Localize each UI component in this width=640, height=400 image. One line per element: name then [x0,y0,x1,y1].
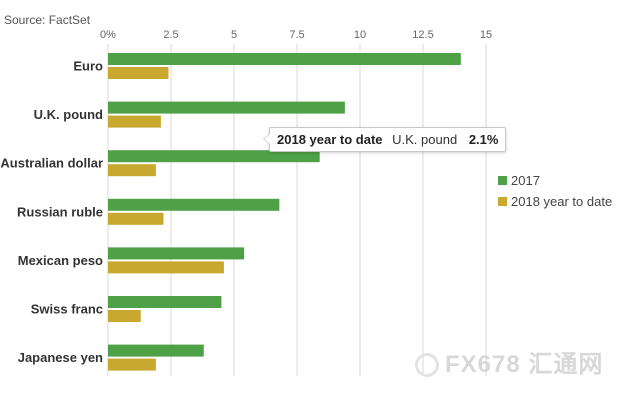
bar-2018-ytd[interactable] [108,261,224,274]
x-tick-label: 10 [354,29,366,41]
bar-2018-ytd[interactable] [108,67,169,79]
tooltip-value: 2.1% [468,132,499,147]
x-tick-label: 12.5 [412,29,433,41]
category-label: Mexican peso [18,253,103,268]
legend-swatch [498,197,507,206]
data-tooltip: 2018 year to date U.K. pound 2.1% [262,127,507,152]
legend-label: 2018 year to date [511,194,612,209]
bar-2018-ytd[interactable] [108,358,156,371]
bar-2017[interactable] [108,150,320,163]
watermark-logo-icon [415,353,439,377]
bar-2017[interactable] [108,53,461,65]
bar-2017[interactable] [108,247,245,260]
bar-2018-ytd[interactable] [108,115,161,128]
tooltip-category: U.K. pound [392,132,458,147]
category-label: U.K. pound [34,107,103,122]
x-tick-label: 15 [480,29,492,41]
x-tick-label: 7.5 [289,29,304,41]
x-tick-label: 2.5 [163,29,178,41]
source-note: Source: FactSet [4,13,91,27]
category-labels: Euro U.K. pound Australian dollar Russian r… [0,59,103,366]
watermark: FX678 汇通网 [415,344,603,379]
category-label: Russian ruble [17,204,103,219]
category-label: Euro [73,59,103,74]
bar-2018-ytd[interactable] [108,310,141,322]
tooltip-series: 2018 year to date [277,132,383,147]
x-tick-label: 0% [100,29,116,41]
legend-label: 2017 [511,173,540,188]
legend: 2017 2018 year to date [498,173,612,209]
category-label: Japanese yen [18,350,103,365]
bar-2017[interactable] [108,296,222,308]
x-axis-ticks: 0% 2.5 5 7.5 10 12.5 15 [100,29,492,41]
bar-2017[interactable] [108,344,204,357]
legend-swatch [498,176,507,185]
bar-2017[interactable] [108,198,280,211]
category-label: Swiss franc [31,302,103,317]
category-label: Australian dollar [0,156,103,171]
bar-2018-ytd[interactable] [108,212,164,225]
x-tick-label: 5 [231,29,237,41]
bar-2018-ytd[interactable] [108,164,156,177]
watermark-text: FX678 汇通网 [445,351,604,378]
bar-2017[interactable] [108,101,345,114]
bars [108,53,461,371]
